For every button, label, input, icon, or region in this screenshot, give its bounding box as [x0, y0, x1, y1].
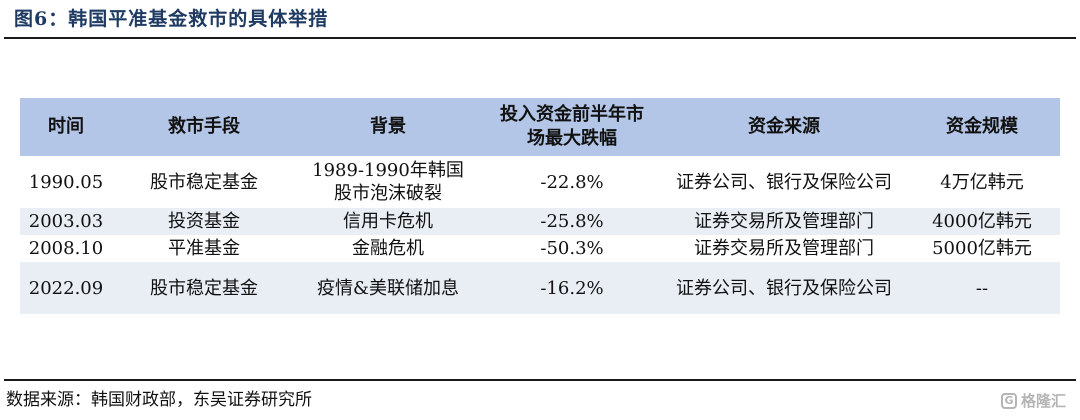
top-rule	[4, 37, 1076, 39]
source-note: 数据来源：韩国财政部，东吴证券研究所	[6, 390, 312, 410]
cell-background: 1989-1990年韩国股市泡沫破裂	[296, 156, 480, 208]
cell-max-drop: -22.8%	[540, 171, 604, 193]
watermark-text: 格隆汇	[1020, 392, 1066, 410]
header-fund-scale: 资金规模	[904, 98, 1060, 156]
cell-time: 2022.09	[20, 262, 112, 314]
cell-fund-source-text: 证券公司、银行及保险公司	[676, 171, 892, 193]
cell-background: 金融危机	[352, 238, 424, 259]
header-max-drop-label: 投入资金前半年市场最大跌幅	[500, 104, 644, 149]
header-method: 救市手段	[112, 98, 296, 156]
table-row: 2003.03 投资基金 信用卡危机 -25.8% 证券交易所及管理部门 400…	[20, 208, 1060, 235]
bottom-rule	[4, 379, 1076, 381]
cell-fund-scale: 4万亿韩元	[940, 171, 1024, 193]
table-header-row: 时间 救市手段 背景 投入资金前半年市场最大跌幅 资金来源 资金规模	[20, 98, 1060, 156]
header-fund-source: 资金来源	[664, 98, 904, 156]
cell-background-text: 1989-1990年韩国股市泡沫破裂	[312, 160, 464, 204]
cell-fund-source: 证券公司、银行及保险公司	[664, 156, 904, 208]
figure-title: 图6：韩国平准基金救市的具体举措	[14, 8, 329, 30]
cell-fund-source-text: 证券公司、银行及保险公司	[676, 277, 892, 299]
cell-fund-scale: 5000亿韩元	[932, 238, 1032, 259]
cell-method: 投资基金	[112, 208, 296, 235]
cell-time: 1990.05	[28, 171, 104, 193]
cell-max-drop: -25.8%	[480, 208, 664, 235]
cell-method: 股市稳定基金	[150, 171, 258, 193]
cell-method: 平准基金	[168, 238, 240, 259]
cell-fund-scale: 4000亿韩元	[904, 208, 1060, 235]
cell-max-drop: -16.2%	[480, 262, 664, 314]
cell-time: 2003.03	[20, 208, 112, 235]
table-row: 2008.10 平准基金 金融危机 -50.3% 证券交易所及管理部门 5000…	[20, 235, 1060, 262]
cell-fund-source: 证券交易所及管理部门	[694, 238, 874, 259]
cell-background: 信用卡危机	[296, 208, 480, 235]
header-max-drop: 投入资金前半年市场最大跌幅	[480, 98, 664, 156]
header-time: 时间	[20, 98, 112, 156]
cell-fund-source: 证券公司、银行及保险公司	[664, 262, 904, 314]
table-row: 2022.09 股市稳定基金 疫情&美联储加息 -16.2% 证券公司、银行及保…	[20, 262, 1060, 314]
watermark-logo-icon: G	[1000, 392, 1017, 409]
cell-fund-scale: --	[904, 262, 1060, 314]
measures-table: 时间 救市手段 背景 投入资金前半年市场最大跌幅 资金来源 资金规模 1990.…	[20, 98, 1060, 314]
cell-time: 2008.10	[28, 238, 104, 259]
cell-max-drop: -50.3%	[540, 238, 604, 259]
watermark: G 格隆汇	[1000, 390, 1066, 411]
table-row: 1990.05 股市稳定基金 1989-1990年韩国股市泡沫破裂 -22.8%…	[20, 156, 1060, 208]
cell-method: 股市稳定基金	[112, 262, 296, 314]
cell-background: 疫情&美联储加息	[296, 262, 480, 314]
header-background: 背景	[296, 98, 480, 156]
cell-fund-source: 证券交易所及管理部门	[664, 208, 904, 235]
